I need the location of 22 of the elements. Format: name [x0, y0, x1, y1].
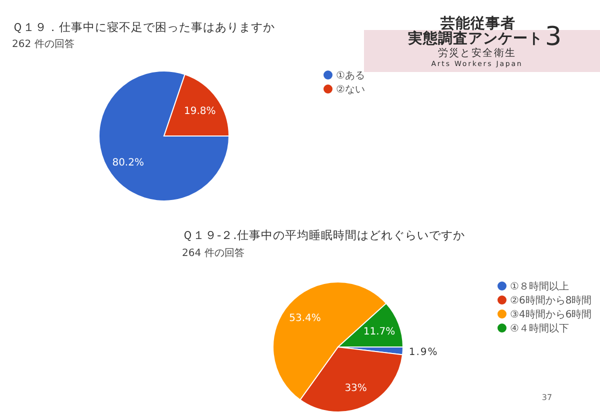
- data-label: 53.4%: [289, 313, 321, 324]
- data-label: 19.8%: [184, 106, 216, 117]
- legend-label: ①８時間以上: [510, 280, 569, 292]
- data-label: 80.2%: [112, 157, 144, 168]
- legend-label: ①ある: [336, 70, 365, 82]
- pie-slice: [98, 70, 230, 202]
- text: 労災と安全衛生: [438, 47, 516, 59]
- legend-label: ③4時間から6時間: [510, 308, 592, 320]
- chart-subtitle: 264 件の回答: [182, 247, 244, 259]
- legend-label: ②ない: [336, 84, 365, 96]
- legend-label: ④４時間以下: [510, 322, 569, 334]
- data-label: 1.9%: [408, 346, 438, 358]
- text: 37: [542, 393, 552, 402]
- data-label: 33%: [344, 382, 367, 394]
- text: 3: [545, 22, 562, 52]
- chart-subtitle: 262 件の回答: [12, 38, 74, 50]
- text: 芸能従事者: [440, 15, 516, 32]
- chart-title: Ｑ１９-２.仕事中の平均睡眠時間はどれぐらいですか: [182, 228, 465, 242]
- data-label: 11.7%: [363, 326, 396, 338]
- chart-title: Ｑ１９．仕事中に寝不足で困った事はありますか: [12, 20, 275, 34]
- legend-label: ②6時間から8時間: [510, 294, 592, 306]
- text: 実態調査アンケート: [407, 29, 543, 47]
